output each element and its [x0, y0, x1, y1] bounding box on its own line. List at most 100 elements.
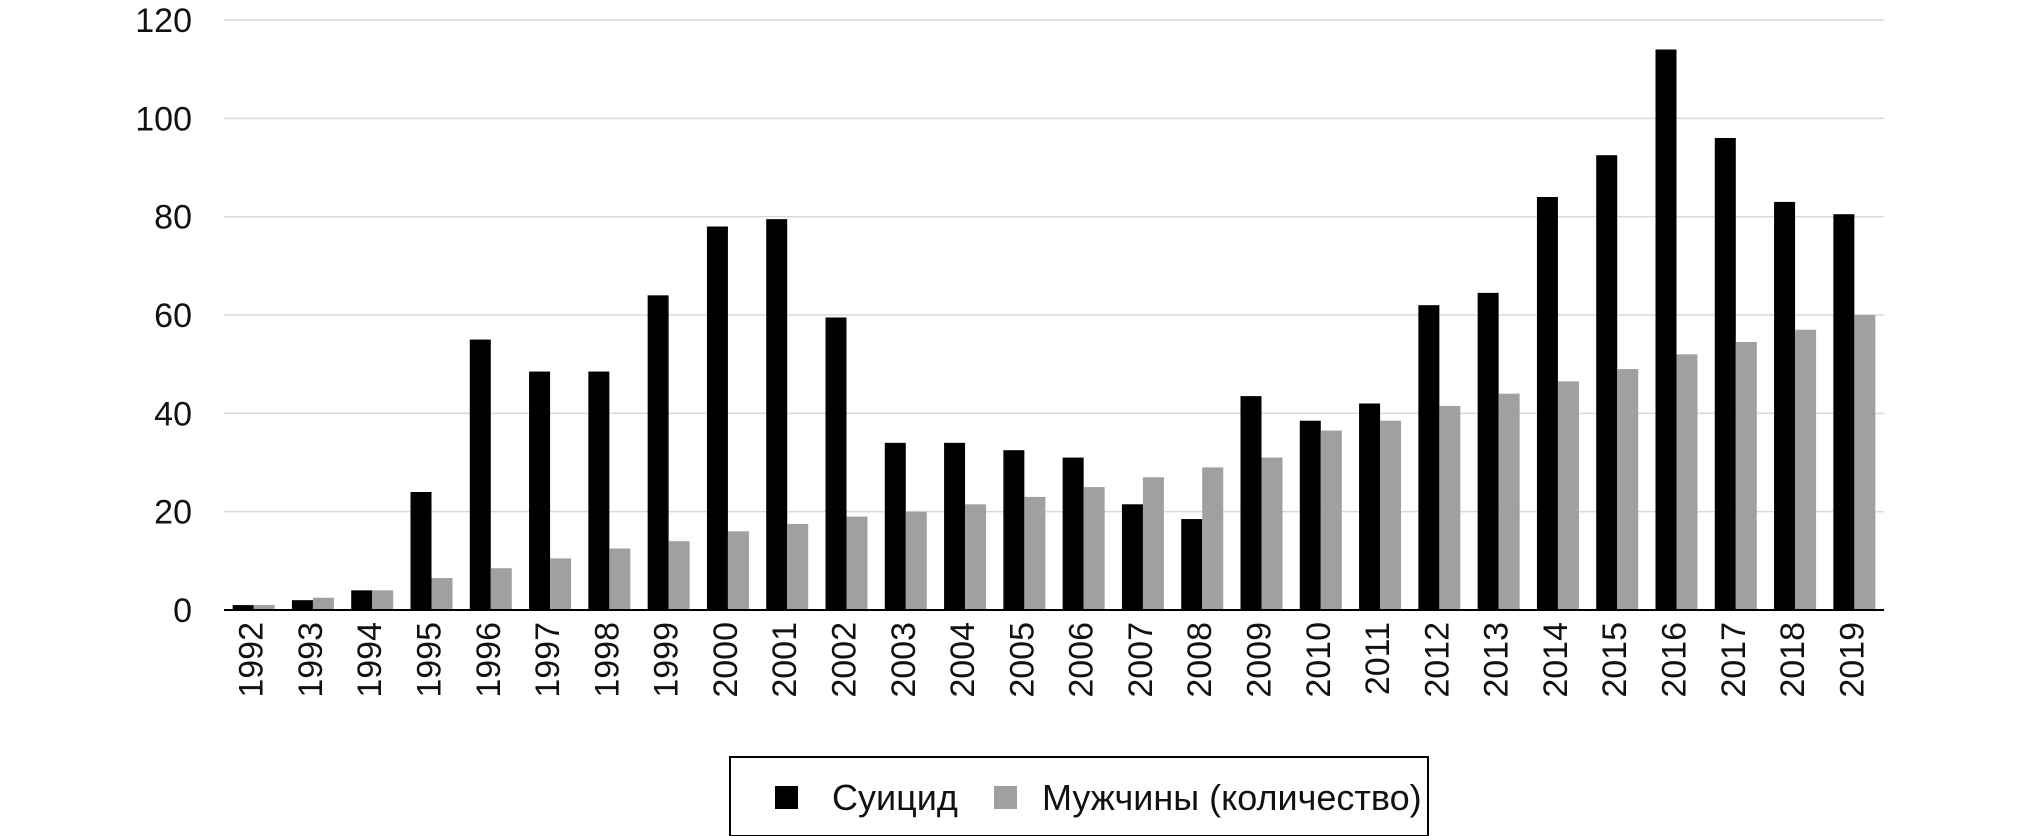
- bar-men: [1676, 354, 1698, 610]
- y-tick-label: 40: [154, 395, 192, 433]
- bar-suicide: [1359, 403, 1381, 610]
- bar-suicide: [232, 605, 254, 610]
- x-tick-label: 2015: [1596, 622, 1634, 698]
- bar-men: [490, 568, 512, 610]
- bar-suicide: [944, 442, 966, 610]
- x-tick-label: 2010: [1300, 622, 1338, 698]
- bar-men: [1142, 477, 1164, 610]
- legend-label-men: Мужчины (количество): [1042, 777, 1422, 818]
- bar-men: [846, 516, 868, 610]
- bar-men: [905, 511, 927, 610]
- bar-men: [1617, 369, 1639, 610]
- x-tick-label: 2003: [885, 622, 923, 698]
- bar-suicide: [766, 219, 788, 610]
- bar-men: [1735, 342, 1757, 610]
- bar-men: [1024, 496, 1046, 610]
- bar-men: [312, 597, 334, 610]
- bar-suicide: [529, 371, 551, 610]
- x-tick-label: 2005: [1003, 622, 1041, 698]
- bar-men: [1854, 315, 1876, 610]
- bar-men: [1439, 405, 1461, 610]
- x-tick-label: 2011: [1359, 622, 1397, 695]
- legend-box: [729, 756, 1429, 836]
- x-tick-label: 2014: [1537, 622, 1575, 698]
- y-tick-label: 80: [154, 199, 192, 237]
- x-tick-label: 1994: [351, 622, 389, 698]
- bar-men: [431, 578, 453, 610]
- x-tick-label: 2016: [1655, 622, 1693, 698]
- bar-men: [609, 548, 631, 610]
- x-tick-label: 2002: [825, 622, 863, 698]
- bar-suicide: [469, 339, 491, 610]
- bars: [232, 49, 1876, 611]
- bar-men: [1083, 487, 1105, 610]
- bar-suicide: [1774, 201, 1796, 610]
- x-tick-label: 1993: [292, 622, 330, 698]
- x-tick-label: 2017: [1715, 622, 1753, 698]
- bar-suicide: [1833, 214, 1855, 611]
- x-tick-label: 1999: [648, 622, 686, 698]
- bar-suicide: [706, 226, 728, 610]
- bar-suicide: [1121, 504, 1143, 610]
- y-tick-label: 60: [154, 297, 192, 335]
- bar-suicide: [884, 442, 906, 610]
- bar-men: [1202, 467, 1224, 610]
- legend-swatch-suicide: [775, 786, 798, 809]
- x-tick-label: 1995: [410, 622, 448, 698]
- bar-suicide: [1299, 420, 1321, 610]
- bar-suicide: [647, 295, 669, 610]
- bar-men: [965, 504, 987, 610]
- bar-suicide: [1062, 457, 1084, 610]
- x-tick-label: 1992: [233, 622, 271, 698]
- x-tick-label: 2018: [1774, 622, 1812, 698]
- y-tick-label: 100: [135, 100, 192, 138]
- bar-suicide: [1596, 155, 1618, 611]
- x-tick-label: 2006: [1063, 622, 1101, 698]
- bar-men: [1261, 457, 1283, 610]
- bar-suicide: [410, 492, 432, 610]
- x-tick-label: 2009: [1240, 622, 1278, 698]
- bar-suicide: [291, 600, 313, 610]
- bar-suicide: [1240, 396, 1262, 610]
- bar-suicide: [1477, 292, 1499, 610]
- legend-swatch-men: [994, 786, 1017, 809]
- bar-men: [787, 523, 809, 610]
- y-tick-label: 120: [135, 2, 192, 40]
- bar-suicide: [1418, 305, 1440, 610]
- bar-men: [550, 558, 572, 610]
- x-axis-ticks: 1992 1993 1994 1995 1996 1997 1998 1999 2000 2001…: [233, 622, 1872, 698]
- x-tick-label: 2000: [707, 622, 745, 698]
- x-tick-label: 2008: [1181, 622, 1219, 698]
- x-tick-label: 1996: [470, 622, 508, 698]
- bar-suicide: [1655, 49, 1677, 610]
- x-tick-label: 1997: [529, 622, 567, 698]
- bar-suicide: [825, 317, 847, 610]
- x-tick-label: 2007: [1122, 622, 1160, 698]
- bar-suicide: [588, 371, 610, 610]
- legend: Суицид Мужчины (количество): [729, 756, 1429, 836]
- bar-men: [1557, 381, 1579, 610]
- legend-label-suicide: Суицид: [832, 777, 958, 818]
- bar-men: [1498, 393, 1520, 610]
- bar-suicide: [1714, 138, 1736, 610]
- bar-men: [1380, 420, 1402, 610]
- y-tick-label: 20: [154, 494, 192, 532]
- bar-suicide: [1003, 450, 1025, 610]
- bar-men: [668, 541, 690, 610]
- bar-men: [727, 531, 749, 610]
- x-tick-label: 2001: [766, 622, 804, 698]
- bar-men: [1795, 329, 1817, 610]
- y-axis-ticks: 0 20 40 60 80 100 120: [135, 2, 192, 630]
- bar-men: [372, 590, 394, 610]
- x-tick-label: 2004: [944, 622, 982, 698]
- x-tick-label: 2019: [1833, 622, 1871, 698]
- bar-men: [1320, 430, 1342, 610]
- bar-suicide: [1536, 197, 1558, 610]
- x-tick-label: 2012: [1418, 622, 1456, 698]
- bar-suicide: [1181, 519, 1203, 610]
- y-tick-label: 0: [173, 592, 192, 630]
- bar-men: [253, 605, 275, 610]
- x-tick-label: 2013: [1478, 622, 1516, 698]
